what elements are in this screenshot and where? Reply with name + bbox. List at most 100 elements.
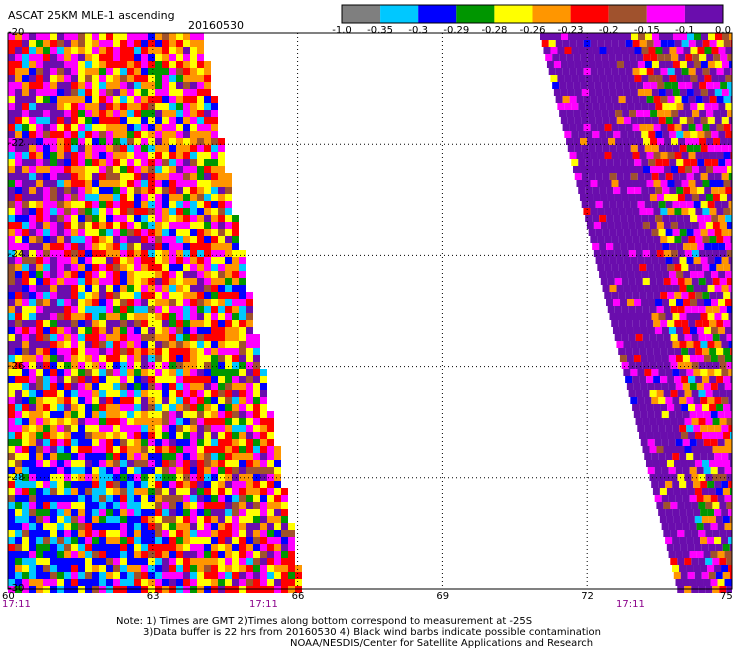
swath-cell [71,124,78,131]
swath-cell [22,565,29,572]
swath-cell [106,82,113,89]
swath-cell [113,306,120,313]
swath-cell [78,187,85,194]
swath-cell [92,271,99,278]
swath-cell [595,173,603,180]
swath-cell [99,47,106,54]
swath-cell [141,250,148,257]
swath-cell [64,229,71,236]
swath-cell [99,565,106,572]
swath-cell [148,362,155,369]
swath-cell [50,215,57,222]
swath-cell [176,103,183,110]
swath-cell [148,33,155,40]
swath-cell [666,33,673,40]
swath-cell [183,313,190,320]
swath-cell [675,411,683,418]
swath-cell [71,341,78,348]
swath-cell [719,306,727,313]
swath-cell [22,250,29,257]
swath-cell [120,348,127,355]
swath-cell [148,68,155,75]
swath-cell [232,362,239,369]
swath-cell [253,341,260,348]
swath-cell [260,383,267,390]
swath-cell [71,257,78,264]
swath-cell [204,145,211,152]
swath-cell [690,215,698,222]
swath-cell [99,488,106,495]
swath-cell [694,544,702,551]
swath-cell [601,138,609,145]
swath-cell [50,124,57,131]
swath-cell [621,334,629,341]
swath-cell [267,446,274,453]
swath-cell [36,159,43,166]
swath-cell [15,488,22,495]
swath-cell [176,425,183,432]
swath-cell [239,299,246,306]
swath-cell [677,278,685,285]
swath-cell [225,495,232,502]
latitude-label: -22 [8,138,25,150]
swath-cell [169,54,176,61]
swath-cell [644,145,652,152]
swath-cell [176,89,183,96]
swath-cell [700,425,708,432]
swath-cell [29,173,36,180]
swath-cell [693,173,701,180]
swath-cell [64,488,71,495]
swath-cell [50,530,57,537]
swath-cell [190,89,197,96]
swath-cell [141,327,148,334]
swath-cell [711,243,719,250]
swath-cell [78,285,85,292]
swath-cell [232,481,239,488]
swath-cell [92,523,99,530]
swath-cell [148,299,155,306]
swath-cell [218,481,225,488]
swath-cell [106,579,113,586]
swath-cell [8,75,15,82]
swath-cell [92,201,99,208]
swath-cell [686,341,694,348]
swath-cell [155,257,162,264]
swath-cell [176,75,183,82]
swath-cell [691,278,699,285]
swath-cell [709,404,717,411]
swath-cell [246,565,253,572]
swath-cell [15,222,22,229]
swath-cell [134,418,141,425]
swath-cell [690,75,698,82]
swath-cell [29,103,36,110]
swath-cell [267,565,274,572]
swath-cell [176,180,183,187]
swath-cell [8,68,15,75]
swath-cell [562,40,570,47]
swath-cell [71,75,78,82]
swath-cell [585,103,593,110]
swath-cell [197,131,204,138]
swath-cell [148,215,155,222]
swath-cell [660,348,668,355]
swath-cell [113,33,120,40]
swath-cell [183,89,190,96]
swath-cell [64,509,71,516]
swath-cell [71,446,78,453]
swath-cell [225,222,232,229]
swath-cell [644,89,652,96]
swath-cell [92,341,99,348]
swath-cell [253,460,260,467]
swath-cell [218,173,225,180]
swath-cell [688,96,696,103]
swath-cell [78,502,85,509]
swath-cell [673,544,681,551]
swath-cell [703,523,711,530]
swath-cell [169,152,176,159]
swath-cell [92,33,99,40]
swath-cell [22,159,29,166]
swath-cell [71,390,78,397]
swath-cell [267,509,274,516]
swath-cell [630,173,638,180]
swath-cell [678,82,686,89]
